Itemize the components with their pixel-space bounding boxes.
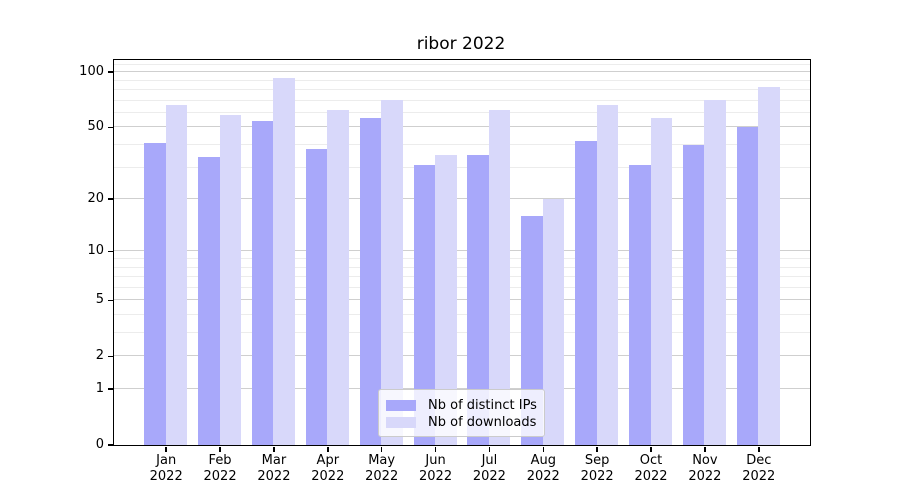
- y-tick: [108, 444, 113, 446]
- gridline-minor: [113, 266, 810, 268]
- x-tick-label: Aug 2022: [526, 453, 560, 484]
- y-tick-label: 1: [95, 381, 104, 396]
- y-tick-label: 5: [95, 292, 104, 308]
- gridline-minor: [113, 79, 810, 81]
- x-tick-label: Dec 2022: [742, 453, 776, 484]
- legend-swatch-distinct-ips: [386, 400, 416, 411]
- x-tick: [650, 446, 652, 452]
- gridline-major: [113, 388, 810, 389]
- bar-distinct-ips: [736, 126, 759, 445]
- bar-distinct-ips: [629, 164, 651, 445]
- x-tick: [596, 446, 598, 452]
- bar-downloads: [650, 117, 673, 445]
- x-tick: [542, 446, 545, 452]
- gridline-minor: [113, 99, 810, 101]
- legend-label: Nb of distinct IPs: [428, 398, 537, 413]
- legend-item: Nb of distinct IPs: [386, 397, 537, 414]
- bar-distinct-ips: [575, 140, 597, 445]
- chart-title: ribor 2022: [416, 34, 506, 54]
- bar-distinct-ips: [467, 155, 489, 445]
- gridline-major: [113, 126, 810, 128]
- bar-downloads: [596, 104, 619, 445]
- bar-downloads: [219, 115, 242, 445]
- x-tick: [488, 446, 491, 452]
- x-tick-label: Jan 2022: [149, 453, 183, 484]
- x-tick: [758, 446, 760, 452]
- y-tick: [108, 355, 113, 357]
- x-tick-label: Mar 2022: [257, 453, 291, 484]
- gridline-minor: [113, 313, 810, 315]
- y-tick-label: 100: [79, 64, 104, 80]
- x-tick-label: Feb 2022: [203, 453, 237, 484]
- gridline-minor: [113, 258, 810, 259]
- gridline-minor: [113, 276, 810, 278]
- y-tick: [108, 126, 113, 129]
- y-tick: [108, 299, 113, 301]
- x-tick: [704, 446, 706, 452]
- x-tick: [165, 446, 167, 452]
- bar-distinct-ips: [144, 142, 166, 445]
- gridline-major: [113, 355, 810, 357]
- bar-downloads: [327, 109, 349, 445]
- x-tick-label: Apr 2022: [311, 453, 345, 484]
- bar-downloads: [273, 77, 295, 445]
- bar-distinct-ips: [359, 117, 382, 445]
- y-tick: [108, 388, 113, 390]
- x-tick: [380, 446, 383, 452]
- legend-label: Nb of downloads: [428, 415, 537, 430]
- bar-distinct-ips: [305, 148, 328, 445]
- bar-distinct-ips: [198, 157, 220, 445]
- x-tick-label: May 2022: [365, 453, 399, 484]
- legend-swatch-downloads: [386, 417, 416, 428]
- x-tick: [327, 446, 329, 452]
- bar-distinct-ips: [413, 164, 436, 445]
- bar-distinct-ips: [251, 120, 274, 445]
- y-tick-label: 20: [87, 191, 104, 207]
- gridline-major: [113, 198, 810, 200]
- gridline-minor: [113, 144, 810, 146]
- gridline-minor: [113, 89, 810, 91]
- x-tick: [219, 446, 221, 452]
- bar-downloads: [542, 198, 565, 445]
- gridline-minor: [113, 111, 810, 113]
- x-tick-label: Sep 2022: [580, 453, 614, 484]
- y-tick-label: 0: [95, 437, 104, 452]
- bar-distinct-ips: [682, 144, 705, 445]
- bar-downloads: [704, 100, 726, 445]
- gridline-minor: [113, 332, 810, 334]
- x-tick-label: Jul 2022: [472, 453, 506, 484]
- gridline-major: [113, 299, 810, 301]
- x-tick: [273, 446, 275, 452]
- y-tick-label: 50: [87, 119, 104, 135]
- gridline-minor: [113, 63, 810, 65]
- gridline-major: [113, 250, 810, 252]
- gridline-minor: [113, 166, 810, 168]
- bar-downloads: [758, 86, 780, 445]
- bar-downloads: [488, 109, 511, 445]
- gridline-minor: [113, 286, 810, 288]
- bar-downloads: [381, 100, 403, 445]
- y-tick: [108, 198, 113, 200]
- bar-distinct-ips: [521, 215, 543, 445]
- x-tick-label: Oct 2022: [634, 453, 668, 484]
- x-tick-label: Nov 2022: [688, 453, 722, 484]
- gridline-major: [113, 71, 810, 73]
- plot-area: [112, 58, 811, 446]
- x-tick-label: Jun 2022: [419, 453, 453, 484]
- y-tick-label: 2: [95, 348, 104, 364]
- y-tick: [108, 250, 113, 253]
- x-tick: [434, 446, 437, 452]
- bar-downloads: [435, 155, 457, 445]
- bar-downloads: [165, 104, 188, 445]
- y-tick-label: 10: [87, 243, 104, 259]
- y-tick: [108, 71, 113, 73]
- legend-item: Nb of downloads: [386, 414, 536, 431]
- legend: Nb of distinct IPs Nb of downloads: [378, 389, 545, 437]
